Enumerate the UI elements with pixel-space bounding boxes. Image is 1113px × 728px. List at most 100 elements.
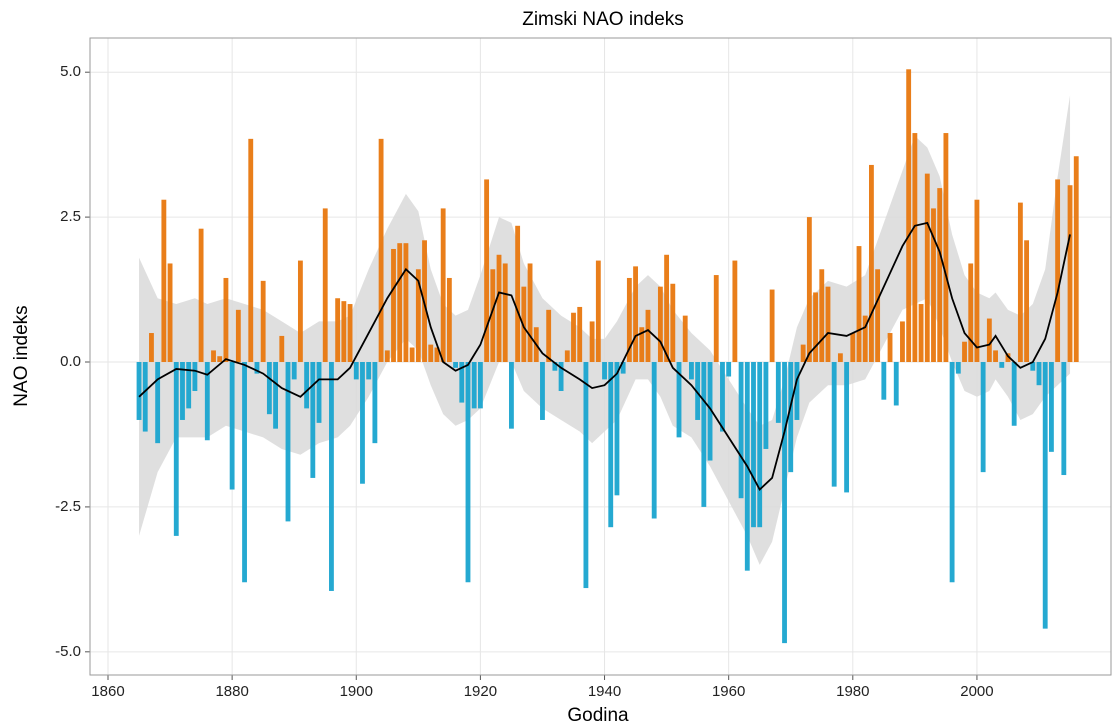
bar — [682, 315, 688, 363]
bar — [949, 362, 955, 583]
bar — [918, 304, 924, 363]
x-axis-label: Godina — [567, 705, 629, 726]
bar — [453, 362, 458, 368]
x-tick-label: 1860 — [91, 683, 124, 700]
bar — [173, 362, 179, 536]
bar — [751, 362, 756, 528]
bar — [285, 362, 291, 522]
bar — [459, 362, 465, 403]
bar — [900, 321, 905, 363]
bar — [794, 362, 800, 420]
bar — [322, 208, 328, 363]
bar — [856, 246, 862, 363]
bar — [906, 69, 912, 363]
bar — [887, 333, 893, 363]
bar — [577, 306, 583, 363]
bar — [211, 350, 216, 363]
bar — [465, 362, 471, 583]
bar — [415, 269, 421, 363]
bar — [875, 269, 881, 363]
bar — [509, 362, 514, 429]
bar — [1017, 202, 1023, 363]
bar — [962, 341, 967, 363]
bar — [217, 356, 223, 363]
bar — [515, 225, 521, 363]
bar — [943, 133, 949, 363]
bar — [335, 298, 341, 363]
bar — [434, 347, 440, 363]
bar — [223, 277, 229, 363]
bar — [1067, 185, 1073, 363]
bar — [831, 362, 837, 487]
bar — [155, 362, 161, 444]
y-tick-label: 2.5 — [60, 208, 81, 225]
bar — [161, 199, 167, 363]
bar — [1030, 362, 1036, 371]
bar — [304, 362, 310, 409]
bar — [527, 263, 533, 363]
bar — [869, 164, 874, 363]
bar — [403, 243, 409, 363]
bar — [546, 309, 552, 363]
bar — [769, 289, 775, 363]
bar — [645, 309, 651, 363]
bar — [639, 327, 645, 363]
bar — [1061, 362, 1067, 476]
bar — [993, 350, 998, 363]
bar — [273, 362, 279, 429]
bar — [341, 301, 347, 363]
bar — [235, 309, 241, 363]
bar — [850, 333, 856, 363]
bar — [440, 208, 446, 363]
y-tick-label: 5.0 — [60, 63, 81, 80]
bar — [726, 362, 732, 377]
bar — [689, 362, 694, 380]
bar — [260, 280, 266, 363]
bar — [1055, 179, 1061, 363]
bar — [614, 362, 620, 496]
bar — [633, 266, 638, 363]
y-tick-label: 0.0 — [60, 353, 81, 370]
x-tick-label: 1960 — [712, 683, 745, 700]
bar — [192, 362, 198, 391]
bar — [484, 179, 490, 363]
bar — [378, 138, 384, 363]
bar — [701, 362, 707, 507]
x-tick-label: 1980 — [836, 683, 869, 700]
bar — [757, 362, 763, 528]
bar — [310, 362, 316, 478]
bar — [837, 353, 843, 363]
bar — [142, 362, 148, 432]
panel-border — [89, 37, 1112, 676]
bar — [881, 362, 887, 400]
smooth-line — [138, 221, 1071, 491]
bar — [428, 344, 434, 363]
bar — [806, 217, 812, 363]
bar — [186, 362, 192, 409]
bar — [819, 269, 825, 363]
bar — [297, 260, 303, 363]
bar — [800, 344, 806, 363]
bar — [626, 277, 632, 363]
bar — [738, 362, 744, 499]
bar — [254, 362, 260, 374]
bar — [198, 228, 204, 363]
bar — [589, 321, 595, 363]
x-tick-label: 2000 — [960, 683, 993, 700]
bar — [540, 362, 545, 420]
bar — [782, 362, 787, 644]
bar — [384, 350, 390, 363]
bar — [844, 362, 850, 493]
bar — [713, 275, 719, 363]
bar — [521, 286, 527, 363]
bar — [968, 263, 974, 363]
bar — [353, 362, 359, 380]
x-tick-label: 1900 — [340, 683, 373, 700]
bar — [893, 362, 899, 406]
bar — [1011, 362, 1017, 426]
bar — [980, 362, 986, 473]
bar — [620, 362, 626, 374]
bar — [788, 362, 794, 473]
bar — [490, 269, 496, 363]
bar — [564, 350, 570, 363]
